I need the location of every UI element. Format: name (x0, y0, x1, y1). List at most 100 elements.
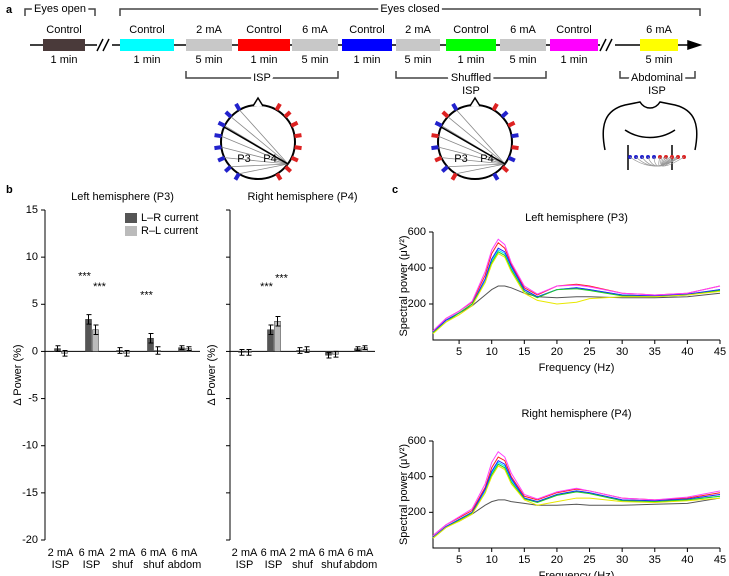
spectrum-line (432, 252, 721, 335)
spectrum-line (432, 247, 721, 333)
y-tick-label: -10 (22, 440, 38, 452)
segment-label: Control (556, 24, 591, 36)
head-diagram: P3 P4 (214, 96, 302, 181)
error-bar (62, 349, 68, 357)
y-axis-label: Δ Power (%) (12, 344, 24, 405)
panel-label: b (6, 184, 13, 196)
electrode (511, 145, 519, 151)
current-path (230, 116, 289, 165)
segment-label: 2 mA (405, 24, 431, 36)
segment-label: 6 mA (510, 24, 536, 36)
x-tick-label: abdom (344, 559, 378, 571)
electrode (283, 110, 292, 119)
head (220, 104, 296, 180)
x-tick-label: ISP (83, 559, 101, 571)
nose (469, 96, 481, 107)
spectrum-line (432, 459, 721, 538)
segment-duration: 1 min (51, 54, 78, 66)
electrode (431, 145, 439, 151)
segment-duration: 1 min (458, 54, 485, 66)
significance: *** (78, 271, 92, 283)
error-bar (186, 346, 192, 351)
electrode (492, 172, 500, 181)
head (437, 104, 513, 180)
x-tick-label: ISP (236, 559, 254, 571)
error-bar (246, 349, 252, 356)
torso (602, 101, 698, 170)
electrode (434, 120, 443, 128)
electrode (290, 120, 299, 128)
nose (252, 96, 264, 107)
spectrum-line (432, 450, 721, 536)
segment-label: Control (453, 24, 488, 36)
error-bar (179, 345, 185, 351)
x-tick-label: 6 mA (319, 547, 345, 559)
x-tick-label: shuf (292, 559, 314, 571)
error-bar (355, 346, 361, 351)
current-path (239, 109, 289, 165)
electrode (275, 172, 283, 181)
segment-duration: 1 min (251, 54, 278, 66)
error-bar (304, 346, 310, 353)
current-path (455, 163, 506, 175)
x-tick-label: 15 (518, 346, 530, 358)
group-label: ISP (648, 85, 666, 97)
x-tick-label: 5 (456, 554, 462, 566)
x-tick-label: shuf (321, 559, 343, 571)
x-tick-label: abdom (168, 559, 202, 571)
y-tick-label: -5 (28, 392, 38, 404)
electrode (223, 165, 232, 173)
x-tick-label: 35 (649, 346, 661, 358)
electrode (294, 145, 302, 151)
bracket-label: Eyes closed (380, 3, 439, 15)
electrode (434, 155, 443, 163)
current-path (660, 156, 685, 167)
electrode (450, 172, 458, 181)
segment (120, 39, 174, 51)
x-axis-label: Frequency (Hz) (539, 362, 615, 374)
segment-label: Control (129, 24, 164, 36)
error-bar (333, 350, 339, 358)
x-tick-label: 2 mA (110, 547, 136, 559)
electrode (491, 102, 499, 111)
x-tick-label: 45 (714, 554, 726, 566)
y-tick-label: 400 (408, 471, 426, 483)
torso-diagram (602, 101, 698, 170)
electrode-label: P4 (480, 153, 493, 165)
error-bar (93, 324, 99, 335)
error-bar (297, 347, 303, 354)
current-path (447, 116, 506, 165)
electrode (284, 165, 293, 173)
current-path (238, 163, 289, 175)
segment (446, 39, 496, 51)
current-path (658, 156, 671, 167)
brackets (24, 8, 701, 79)
error-bar (148, 333, 154, 344)
x-tick-label: 10 (486, 346, 498, 358)
error-bar (239, 349, 245, 356)
segment-duration: 5 min (510, 54, 537, 66)
significance: *** (260, 281, 274, 293)
electrode (500, 110, 509, 119)
y-tick-label: 10 (26, 251, 38, 263)
electrode (507, 120, 516, 128)
chart-title: Right hemisphere (P4) (521, 408, 631, 420)
legend-label: R–L current (141, 225, 198, 237)
y-tick-label: 15 (26, 204, 38, 216)
electrode (217, 155, 226, 163)
current-path (224, 157, 289, 165)
significance: *** (275, 272, 289, 284)
group-label: Shuffled (451, 72, 491, 84)
x-tick-label: 35 (649, 554, 661, 566)
y-tick-label: 600 (408, 435, 426, 447)
spectrum-line (432, 242, 721, 332)
segment (396, 39, 440, 51)
electrode (274, 102, 282, 111)
electrode (451, 102, 459, 111)
error-bar (268, 324, 274, 335)
error-bar (117, 347, 123, 354)
segment-duration: 1 min (134, 54, 161, 66)
segment-duration: 5 min (646, 54, 673, 66)
segment (43, 39, 85, 51)
